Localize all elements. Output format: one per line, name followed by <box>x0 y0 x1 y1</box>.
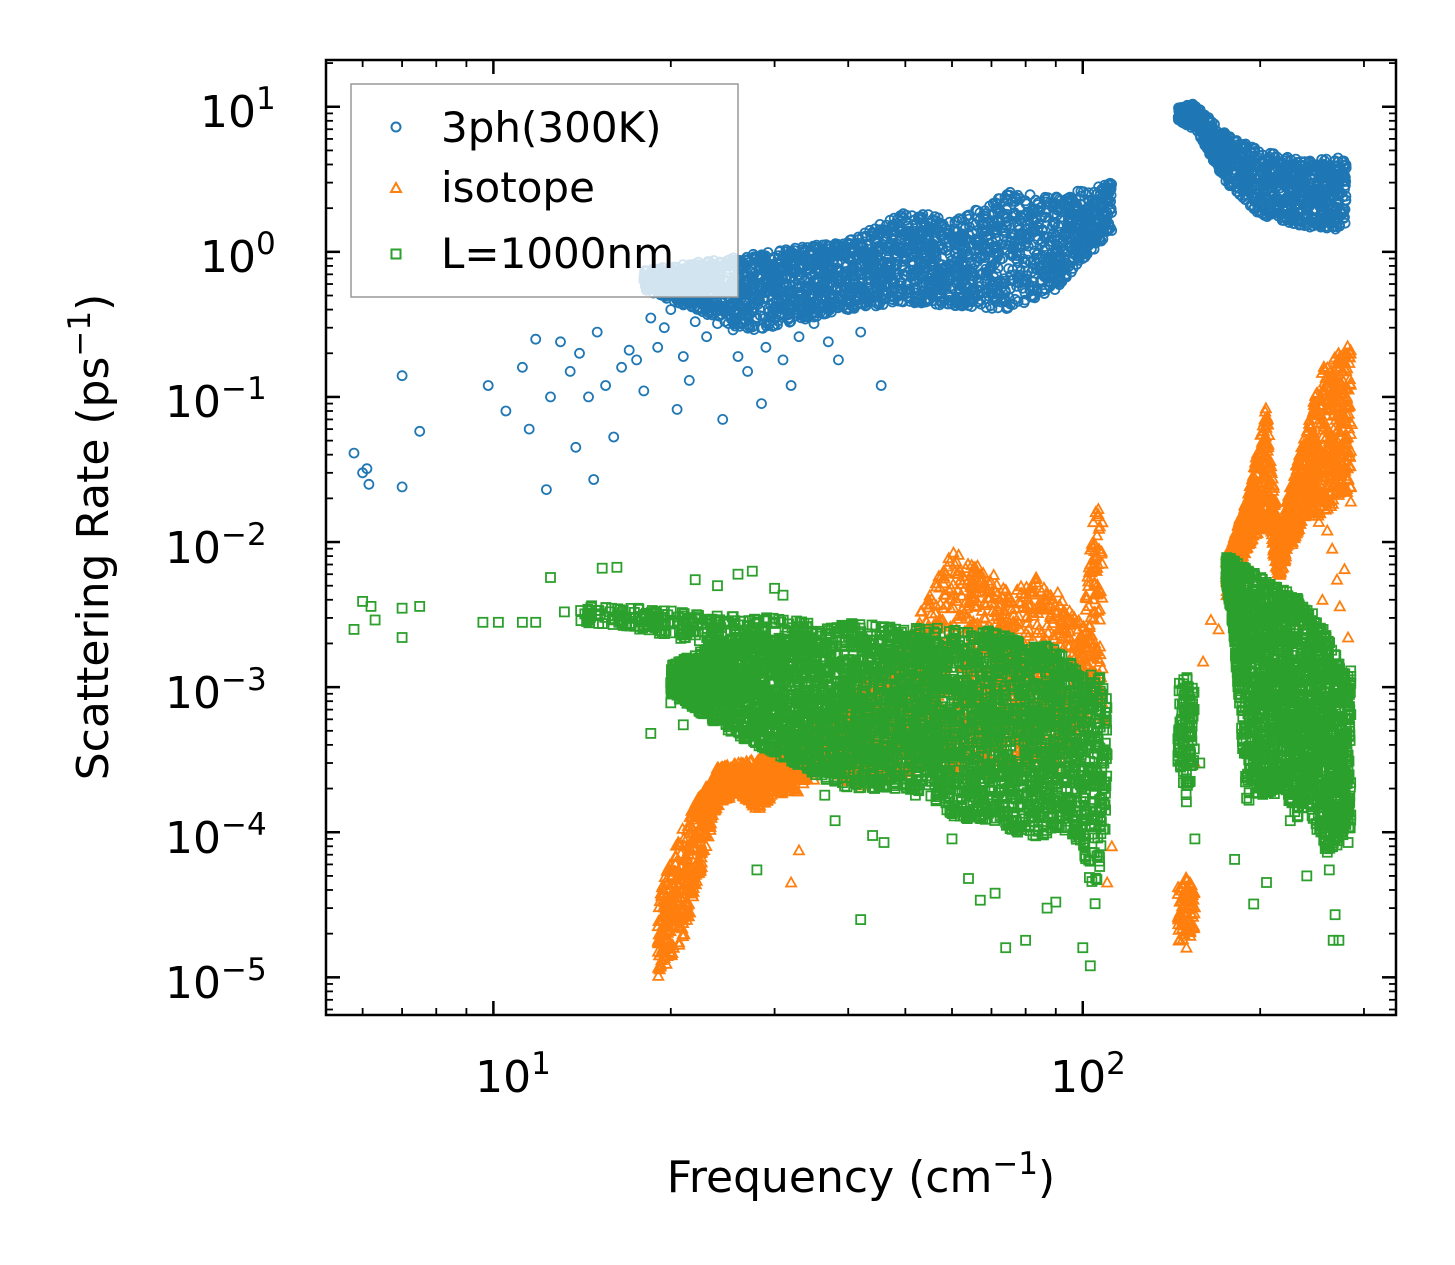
circle-point <box>833 354 844 366</box>
circle-point <box>574 347 585 359</box>
circle-point <box>616 361 627 373</box>
circle-point <box>652 341 664 353</box>
circle-point <box>756 398 767 410</box>
circle-point <box>591 326 603 338</box>
circle-point <box>623 344 635 356</box>
circle-point <box>482 380 494 391</box>
circle-point <box>701 331 712 343</box>
circle-point <box>875 380 887 391</box>
circle-point <box>600 380 611 391</box>
circle-point <box>677 351 689 362</box>
circle-point <box>645 312 657 324</box>
circle-point <box>545 391 556 403</box>
circle-point <box>658 322 670 334</box>
circle-point <box>396 481 408 493</box>
circle-point <box>1052 220 1064 232</box>
circle-point <box>855 326 867 338</box>
circle-point <box>555 336 566 348</box>
circle-point <box>583 391 594 403</box>
circle-point <box>500 405 512 417</box>
series-3ph-300k- <box>348 98 1352 496</box>
circle-point <box>671 403 683 415</box>
circle-point <box>638 385 650 397</box>
circle-point <box>588 474 600 485</box>
circle-point <box>414 425 426 437</box>
circle-point <box>564 365 576 377</box>
circle-point <box>689 316 701 328</box>
circle-point <box>760 341 772 353</box>
circle-point <box>986 302 998 314</box>
circle-point <box>777 354 789 366</box>
circle-point <box>570 441 582 453</box>
circle-point <box>523 423 535 435</box>
circle-point <box>732 351 744 362</box>
circle-point <box>793 331 805 343</box>
series-layer <box>348 98 1359 981</box>
circle-point <box>517 361 528 373</box>
circle-point <box>717 413 729 425</box>
circle-point <box>785 380 797 391</box>
circle-point <box>348 447 360 459</box>
circle-point <box>530 333 542 345</box>
circle-point <box>541 484 552 496</box>
circle-point <box>683 374 695 386</box>
circle-point <box>363 478 375 490</box>
circle-point <box>1024 189 1036 201</box>
circle-point <box>608 431 620 443</box>
circle-point <box>742 365 753 377</box>
circle-point <box>782 314 794 326</box>
circle-point <box>631 354 642 366</box>
circle-point <box>665 304 677 316</box>
circle-point <box>396 370 408 382</box>
circle-point <box>822 336 834 348</box>
circle-point <box>944 249 956 261</box>
